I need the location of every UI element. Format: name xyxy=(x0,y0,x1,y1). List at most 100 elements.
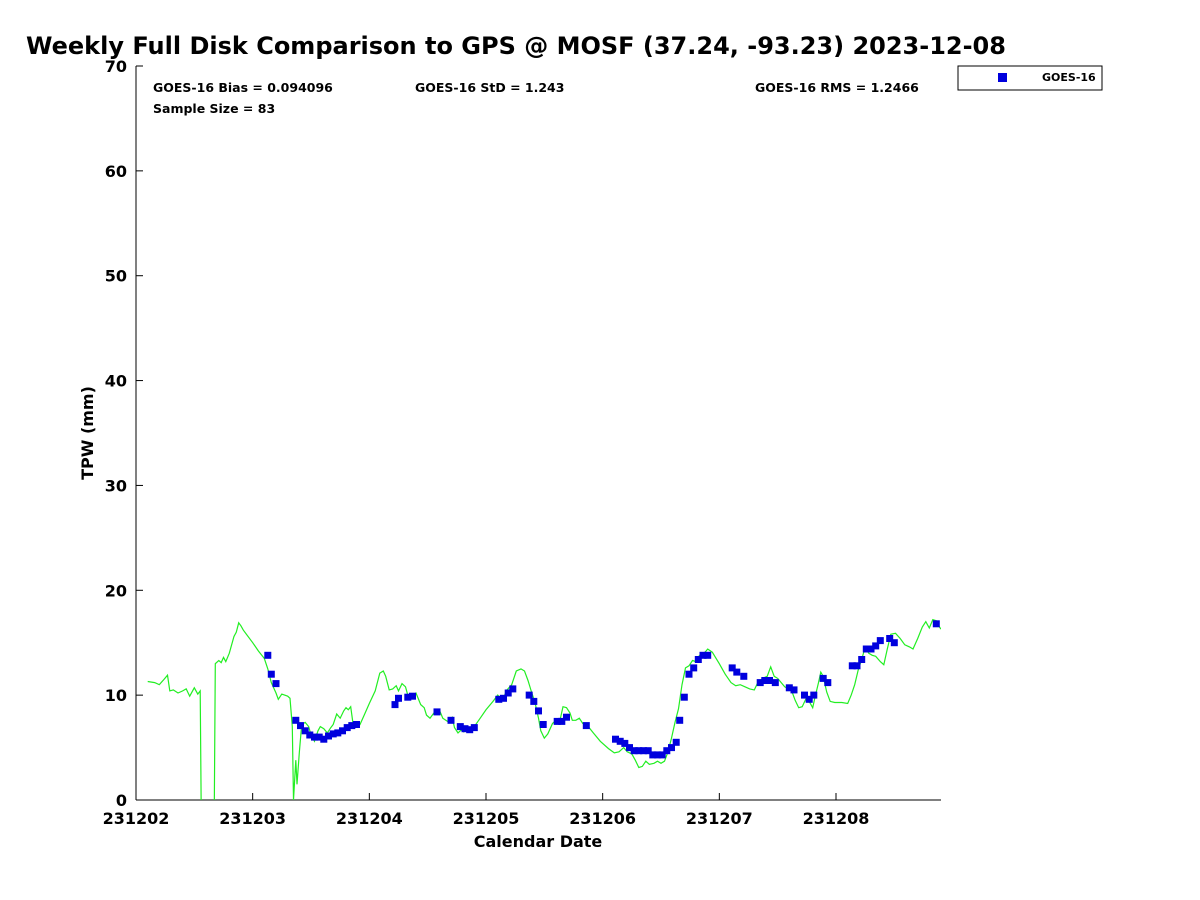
goes16-point xyxy=(654,751,661,759)
y-tick-label: 20 xyxy=(105,581,127,600)
goes16-point xyxy=(395,694,402,702)
legend-box xyxy=(957,65,1103,91)
goes16-point xyxy=(456,723,464,731)
goes16-point xyxy=(867,645,875,653)
goes16-point xyxy=(320,735,328,743)
goes16-point xyxy=(756,679,764,687)
goes16-point xyxy=(810,691,818,699)
goes16-point xyxy=(685,670,693,678)
x-tick-label: 231204 xyxy=(336,809,403,828)
goes16-point xyxy=(890,639,898,647)
goes16-point xyxy=(824,679,832,687)
goes16-point xyxy=(699,651,707,659)
goes16-point xyxy=(616,737,624,745)
goes16-point xyxy=(535,707,542,715)
goes16-point xyxy=(771,679,779,687)
goes16-point xyxy=(805,695,813,703)
goes16-point xyxy=(404,693,412,701)
y-ticks: 0 10 20 30 40 50 60 70 xyxy=(105,57,143,810)
goes16-point xyxy=(530,697,538,705)
goes16-point xyxy=(495,695,503,703)
goes16-point xyxy=(862,645,870,653)
legend-marker xyxy=(998,73,1007,82)
y-tick-label: 50 xyxy=(105,267,127,286)
goes16-point xyxy=(504,689,512,697)
x-tick-label: 231203 xyxy=(219,809,286,828)
stat-bias: GOES-16 Bias = 0.094096 xyxy=(153,80,333,95)
chart-title: Weekly Full Disk Comparison to GPS @ MOS… xyxy=(26,32,1006,60)
goes16-point xyxy=(500,694,507,702)
x-tick-label: 231202 xyxy=(103,809,170,828)
legend: GOES-16 xyxy=(957,65,1103,91)
stat-rms: GOES-16 RMS = 1.2466 xyxy=(755,80,919,95)
goes16-point xyxy=(553,717,561,725)
goes16-point xyxy=(470,724,478,732)
goes16-point xyxy=(728,664,736,672)
goes16-point xyxy=(301,727,309,735)
goes16-point xyxy=(676,716,684,724)
y-tick-label: 10 xyxy=(105,686,127,705)
goes16-point xyxy=(663,747,671,755)
goes16-point xyxy=(447,716,455,724)
goes16-point xyxy=(343,724,351,732)
goes16-point xyxy=(644,747,652,755)
x-ticks: 231202 231203 231204 231205 231206 231207 2312… xyxy=(103,793,869,828)
goes16-point xyxy=(740,672,748,680)
goes16-point xyxy=(672,738,680,746)
x-axis-label: Calendar Date xyxy=(474,832,603,851)
goes16-point xyxy=(733,668,741,676)
goes16-point xyxy=(433,708,441,716)
goes16-point xyxy=(853,662,861,670)
y-tick-label: 30 xyxy=(105,476,127,495)
goes16-point xyxy=(539,721,547,728)
goes16-point xyxy=(801,691,808,699)
y-tick-label: 60 xyxy=(105,162,127,181)
goes16-point xyxy=(297,722,304,730)
legend-label: GOES-16 xyxy=(1042,71,1096,84)
goes16-point xyxy=(525,691,533,699)
goes16-point xyxy=(621,739,629,747)
goes16-point xyxy=(509,685,517,693)
gps-tpw-line xyxy=(147,618,941,800)
goes16-point xyxy=(886,635,894,642)
goes16-point xyxy=(612,735,619,743)
goes16-point xyxy=(339,727,346,735)
goes16-point xyxy=(872,642,880,650)
y-tick-label: 0 xyxy=(116,791,127,810)
x-tick-label: 231207 xyxy=(686,809,753,828)
goes16-point xyxy=(325,732,332,740)
goes16-point xyxy=(932,620,940,628)
series-line-group xyxy=(147,618,941,800)
goes16-point xyxy=(563,713,570,721)
goes16-point xyxy=(848,662,856,670)
goes16-point xyxy=(668,744,675,752)
goes16-point xyxy=(348,722,356,730)
y-tick-label: 40 xyxy=(105,372,127,391)
goes16-point xyxy=(690,664,698,672)
goes16-point xyxy=(640,747,647,755)
goes16-point xyxy=(658,751,666,759)
goes16-point xyxy=(306,731,314,739)
goes16-point xyxy=(264,651,272,659)
goes16-point xyxy=(761,677,769,684)
goes16-point xyxy=(558,717,566,725)
goes16-point xyxy=(267,670,275,678)
goes16-point xyxy=(790,686,798,694)
goes16-point xyxy=(819,674,827,682)
goes16-point xyxy=(649,751,657,759)
goes16-point xyxy=(630,747,638,755)
goes16-point xyxy=(876,637,884,645)
goes16-point xyxy=(680,693,688,701)
series-points-group xyxy=(264,620,940,759)
goes16-point xyxy=(466,726,474,734)
y-axis-label: TPW (mm) xyxy=(78,386,97,480)
goes16-point xyxy=(694,656,702,663)
goes16-point xyxy=(635,747,643,755)
goes16-point xyxy=(858,656,866,663)
goes16-point xyxy=(353,721,360,728)
goes16-point xyxy=(766,677,773,684)
goes16-point xyxy=(626,744,633,752)
goes16-point xyxy=(329,730,337,738)
goes16-point xyxy=(409,692,416,700)
